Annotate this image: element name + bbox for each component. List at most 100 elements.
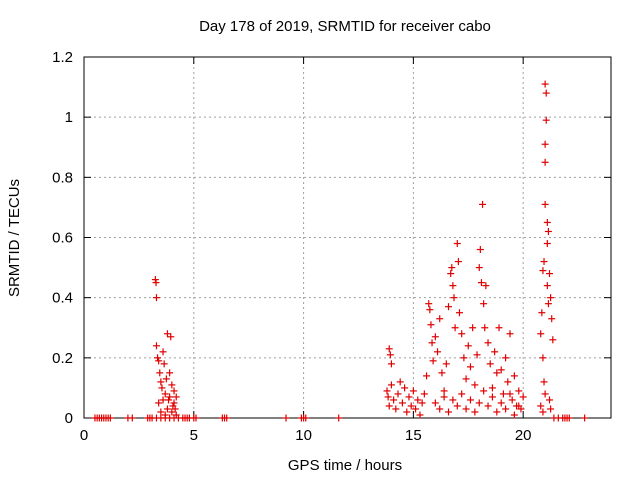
data-point <box>484 402 492 410</box>
data-point <box>506 330 514 338</box>
data-point <box>540 258 548 266</box>
data-point <box>537 330 545 338</box>
data-point <box>398 399 406 407</box>
data-point <box>426 306 434 314</box>
data-point <box>542 116 550 124</box>
data-point <box>407 402 415 410</box>
data-point <box>476 246 484 254</box>
data-point <box>434 348 442 356</box>
data-point <box>486 360 494 368</box>
data-point <box>497 366 505 374</box>
data-point <box>508 396 516 404</box>
data-point <box>384 393 392 401</box>
data-point <box>128 414 136 422</box>
x-tick-label: 0 <box>80 427 88 444</box>
data-point <box>168 408 176 416</box>
data-point <box>471 381 479 389</box>
data-point <box>546 396 554 404</box>
data-point <box>155 357 163 365</box>
data-point <box>515 402 523 410</box>
data-point <box>488 393 496 401</box>
data-point <box>394 390 402 398</box>
data-point <box>156 369 164 377</box>
data-point <box>453 402 461 410</box>
data-point <box>414 396 422 404</box>
data-point <box>475 399 483 407</box>
data-point <box>475 264 483 272</box>
data-point <box>450 294 458 302</box>
data-point <box>403 408 411 416</box>
data-point <box>499 390 507 398</box>
data-point <box>223 414 231 422</box>
y-axis-label: SRMTID / TECUs <box>6 179 23 297</box>
data-point <box>445 303 453 311</box>
data-point <box>502 354 510 362</box>
data-point <box>436 315 444 323</box>
data-point <box>547 294 555 302</box>
data-point <box>541 140 549 148</box>
y-tick-label: 0.2 <box>52 350 73 367</box>
data-point <box>152 342 160 350</box>
data-point <box>151 276 159 284</box>
data-point <box>171 405 179 413</box>
data-point <box>163 405 171 413</box>
data-point <box>515 387 523 395</box>
data-point <box>428 339 436 347</box>
data-point <box>152 279 160 287</box>
data-point <box>462 375 470 383</box>
data-point <box>462 405 470 413</box>
data-point <box>543 240 551 248</box>
data-point <box>192 414 200 422</box>
x-tick-label: 20 <box>515 427 532 444</box>
data-point <box>510 411 518 419</box>
data-point <box>385 402 393 410</box>
data-point <box>541 390 549 398</box>
data-point <box>502 405 510 413</box>
axis-ticks <box>83 56 611 419</box>
data-point <box>387 381 395 389</box>
data-point <box>455 309 463 317</box>
data-point <box>396 378 404 386</box>
data-point <box>473 351 481 359</box>
data-point <box>491 348 499 356</box>
data-point <box>158 384 166 392</box>
data-point <box>166 369 174 377</box>
data-point <box>390 396 398 404</box>
data-point <box>480 300 488 308</box>
data-point <box>447 270 455 278</box>
data-point <box>162 375 170 383</box>
data-point <box>458 390 466 398</box>
data-point <box>493 408 501 416</box>
y-tick-label: 0.6 <box>52 230 73 247</box>
data-point <box>466 363 474 371</box>
data-point <box>157 378 165 386</box>
data-point <box>302 414 310 422</box>
data-point <box>159 348 167 356</box>
data-point <box>565 414 573 422</box>
data-point <box>480 387 488 395</box>
data-point <box>541 200 549 208</box>
data-point <box>429 357 437 365</box>
data-point <box>454 258 462 266</box>
data-point <box>423 372 431 380</box>
x-tick-labels: 0 5 10 15 20 <box>80 427 532 444</box>
data-point <box>543 218 551 226</box>
y-tick-label: 0.8 <box>52 169 73 186</box>
data-point <box>425 300 433 308</box>
x-tick-label: 10 <box>295 427 312 444</box>
data-point <box>438 369 446 377</box>
data-point <box>482 282 490 290</box>
data-point <box>431 333 439 341</box>
data-point <box>541 80 549 88</box>
data-point <box>477 279 485 287</box>
data-point <box>387 360 395 368</box>
data-point <box>539 408 547 416</box>
data-point <box>401 384 409 392</box>
data-point <box>170 387 178 395</box>
data-point <box>484 339 492 347</box>
data-point <box>547 405 555 413</box>
data-point <box>544 300 552 308</box>
data-point <box>495 324 503 332</box>
data-point <box>540 378 548 386</box>
